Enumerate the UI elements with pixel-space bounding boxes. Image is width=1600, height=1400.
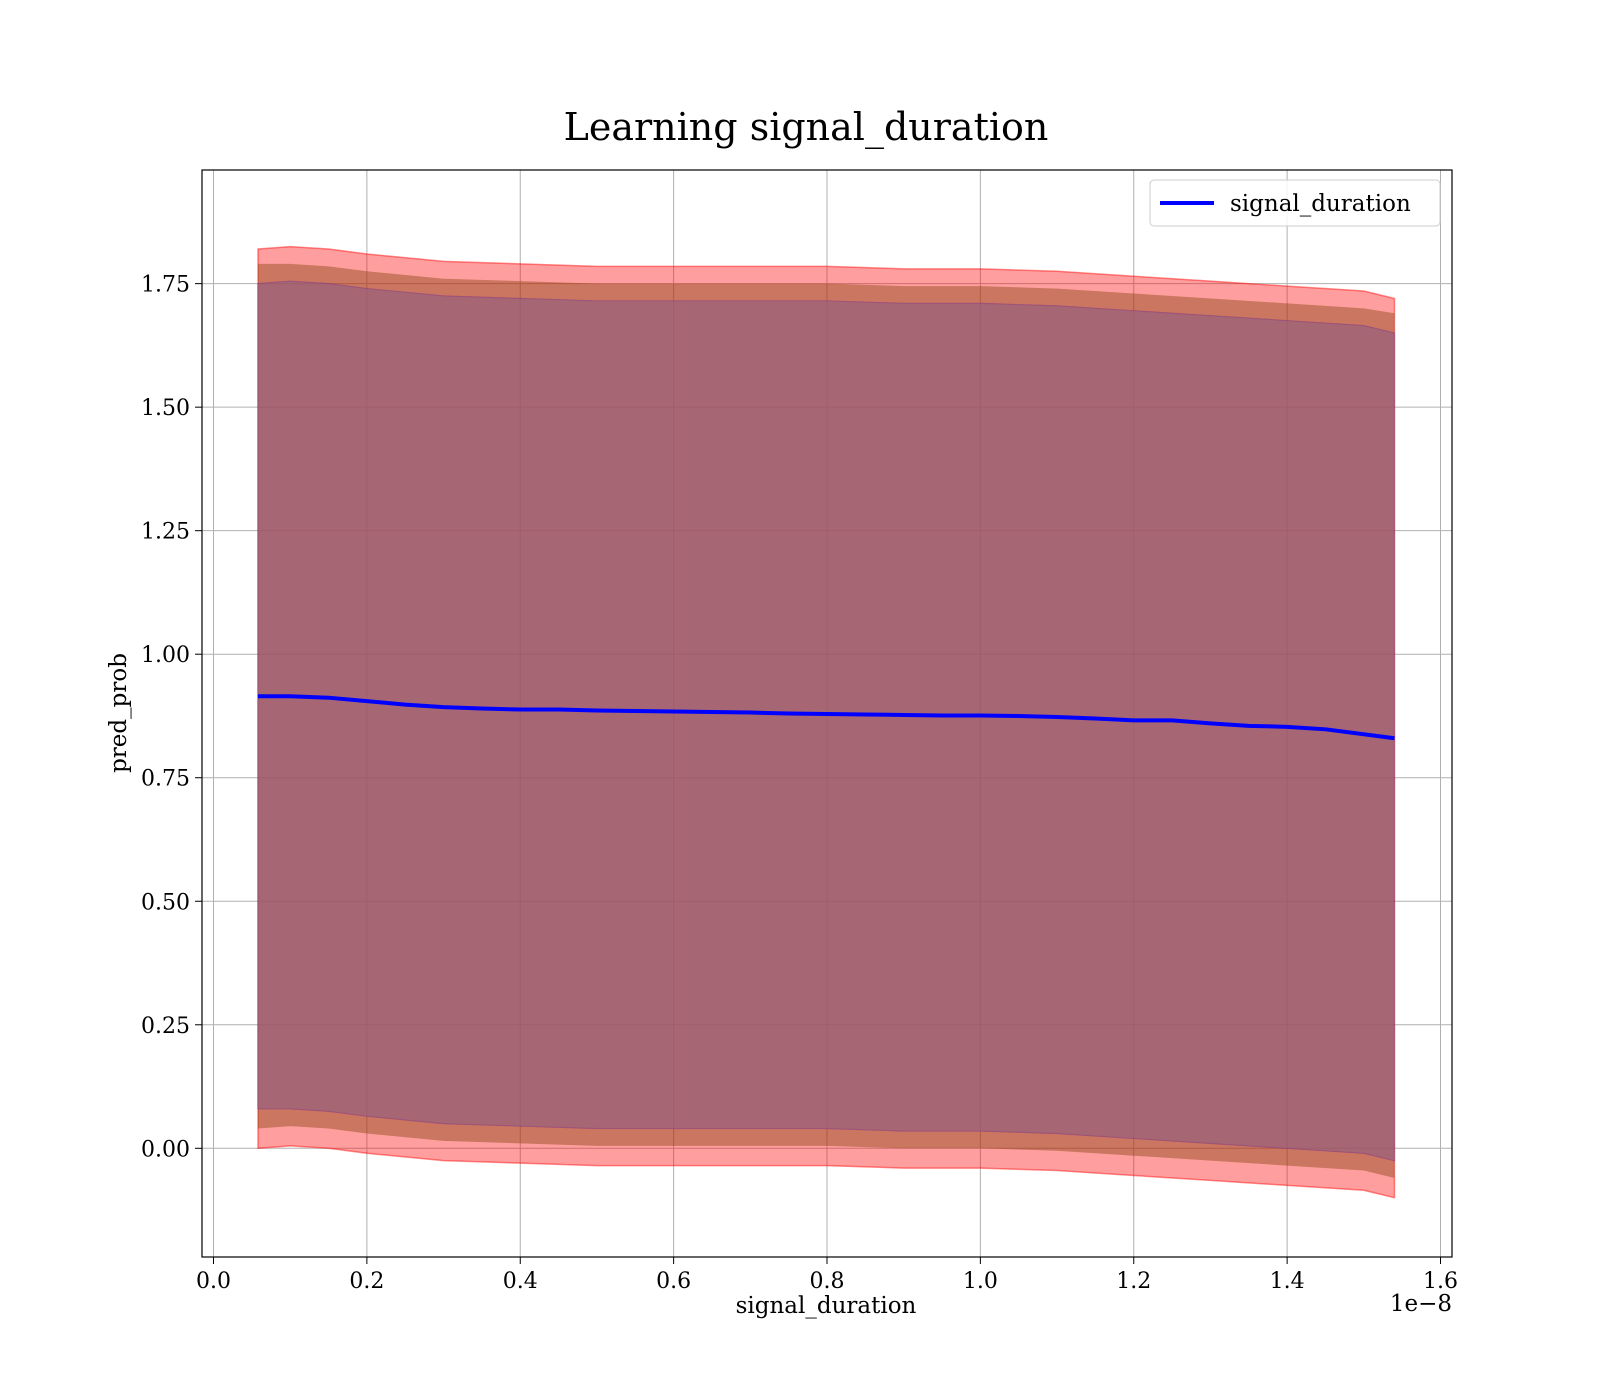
legend: signal_duration — [1149, 179, 1441, 227]
x-tick-label: 1.4 — [1270, 1269, 1305, 1294]
y-tick-label: 0.50 — [141, 890, 190, 915]
legend-entry-signal-duration: signal_duration — [1230, 191, 1411, 217]
x-tick-label: 1.0 — [963, 1269, 998, 1294]
y-tick-label: 1.75 — [141, 273, 190, 298]
x-axis-ticks: 0.0 0.2 0.4 0.6 0.8 1.0 1.2 1.4 1.6 — [196, 1257, 1458, 1294]
x-tick-label: 1.2 — [1116, 1269, 1151, 1294]
y-tick-label: 1.00 — [141, 643, 190, 668]
y-tick-label: 1.25 — [141, 520, 190, 545]
y-axis-label: pred_prob — [106, 653, 132, 773]
y-tick-label: 1.50 — [141, 396, 190, 421]
x-axis-offset-label: 1e−8 — [1390, 1291, 1452, 1317]
confidence-bands — [257, 245, 1396, 1199]
series-lines — [257, 694, 1395, 741]
x-tick-label: 1.6 — [1423, 1269, 1458, 1294]
chart-title: Learning signal_duration — [564, 105, 1049, 150]
y-tick-label: 0.25 — [141, 1014, 190, 1039]
x-tick-label: 0.6 — [656, 1269, 691, 1294]
x-tick-label: 0.8 — [810, 1269, 845, 1294]
y-tick-label: 0.00 — [141, 1137, 190, 1162]
x-tick-label: 0.0 — [196, 1269, 231, 1294]
core-band — [257, 281, 1395, 1161]
y-axis-ticks: 0.00 0.25 0.50 0.75 1.00 1.25 1.50 1.75 — [141, 273, 202, 1162]
legend-box — [1149, 179, 1441, 227]
x-axis-label: signal_duration — [736, 1293, 917, 1319]
x-tick-label: 0.4 — [503, 1269, 538, 1294]
y-tick-label: 0.75 — [141, 767, 190, 792]
x-tick-label: 0.2 — [349, 1269, 384, 1294]
series-line-signal-duration — [257, 694, 1395, 741]
